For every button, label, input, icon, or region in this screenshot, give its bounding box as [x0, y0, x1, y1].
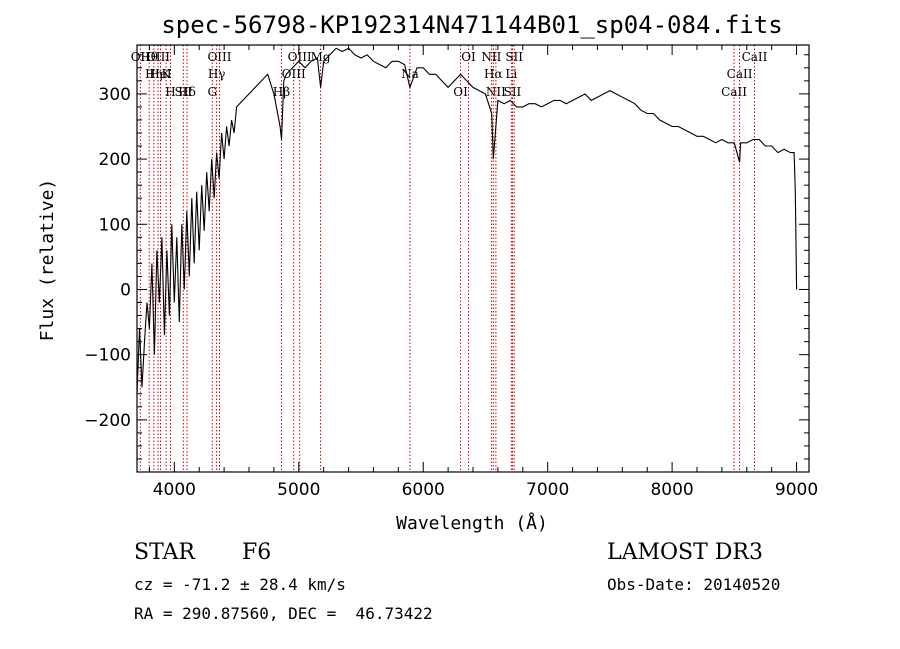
x-axis-label: Wavelength (Å) — [396, 512, 548, 534]
line-marker-label: SII — [505, 50, 523, 64]
y-tick-label: 0 — [120, 280, 131, 300]
line-marker-label: K — [162, 67, 172, 81]
y-tick-label: −100 — [84, 346, 131, 366]
line-marker-label: Hγ — [208, 67, 226, 81]
object-class: STAR — [134, 540, 195, 565]
y-tick-label: 200 — [99, 150, 131, 170]
y-axis-label: Flux (relative) — [37, 179, 58, 342]
line-marker-label: Hδ — [178, 85, 196, 99]
line-marker-label: H — [165, 85, 175, 99]
line-marker-label: OIII — [288, 50, 312, 64]
line-marker-label: OII — [131, 50, 151, 64]
coordinates-readout: RA = 290.87560, DEC = 46.73422 — [134, 604, 433, 623]
chart-title: spec-56798-KP192314N471144B01_sp04-084.f… — [161, 11, 782, 39]
y-axis-ticks: −200 −100 0 100 200 300 — [84, 54, 809, 460]
x-tick-label: 7000 — [526, 480, 569, 500]
x-tick-label: 5000 — [277, 480, 320, 500]
line-marker-label: Hβ — [273, 85, 290, 99]
line-marker-label: Li — [505, 67, 517, 81]
line-markers — [139, 45, 755, 472]
x-tick-label: 9000 — [775, 480, 818, 500]
line-marker-label: Hα — [484, 67, 503, 81]
line-marker-label: Hη — [145, 67, 163, 81]
plot-frame — [136, 44, 810, 473]
line-marker-label: NII — [481, 50, 501, 64]
line-marker-label: CaII — [742, 50, 768, 64]
y-tick-label: 100 — [99, 215, 131, 235]
x-tick-label: 6000 — [402, 480, 445, 500]
observation-date: Obs-Date: 20140520 — [607, 575, 781, 594]
x-axis-ticks: 4000 5000 6000 7000 8000 9000 — [148, 45, 818, 500]
line-marker-label: OIII — [207, 50, 231, 64]
line-marker-label: CaII — [721, 85, 747, 99]
line-marker-label: HeI — [149, 67, 172, 81]
redshift-readout: cz = -71.2 ± 28.4 km/s — [134, 575, 346, 594]
line-marker-label: OI — [461, 50, 476, 64]
line-marker-label: Hθ — [140, 50, 158, 64]
line-marker-label: G — [207, 85, 217, 99]
line-marker-label: OIII — [282, 67, 306, 81]
y-tick-label: −200 — [84, 411, 131, 431]
line-marker-label: CaII — [727, 67, 753, 81]
x-tick-label: 8000 — [650, 480, 693, 500]
line-marker-label: OI — [453, 85, 468, 99]
flux-series-line — [136, 47, 798, 394]
line-marker-label: NII — [486, 85, 506, 99]
spectral-subclass: F6 — [242, 540, 272, 565]
line-marker-label: Mg — [311, 50, 331, 64]
survey-name: LAMOST DR3 — [607, 540, 763, 565]
x-tick-label: 4000 — [153, 480, 196, 500]
line-marker-label: SII — [174, 85, 192, 99]
y-tick-label: 300 — [99, 85, 131, 105]
line-marker-label: OIII — [146, 50, 170, 64]
line-marker-label: SII — [504, 85, 522, 99]
line-marker-labels: HθKHδOIIHeISIIOIIIHηHOIIIHγGOIIIOIIIHβMg… — [131, 50, 768, 99]
